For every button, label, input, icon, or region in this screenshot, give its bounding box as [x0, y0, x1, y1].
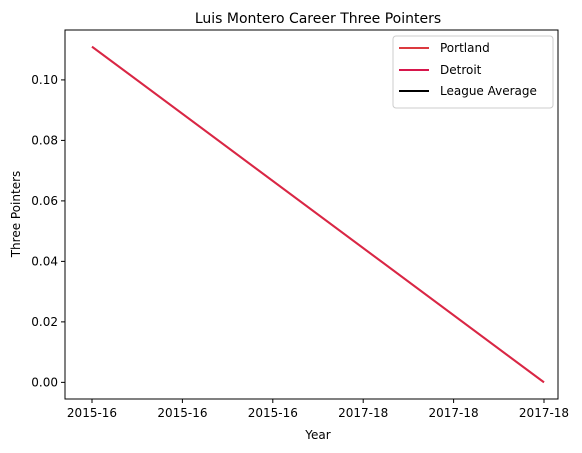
y-tick-label: 0.02: [31, 315, 58, 329]
x-tick-label: 2015-16: [248, 406, 298, 420]
x-tick-label: 2017-18: [519, 406, 569, 420]
series-line-detroit: [91, 45, 545, 384]
legend-label-detroit: Detroit: [440, 63, 482, 77]
x-tick-label: 2017-18: [338, 406, 388, 420]
series-layer: [91, 45, 545, 384]
y-axis-ticks: 0.00 0.02 0.04 0.06 0.08 0.10: [31, 73, 65, 389]
x-tick-label: 2015-16: [67, 406, 117, 420]
legend-label-portland: Portland: [440, 41, 490, 55]
x-tick-label: 2017-18: [429, 406, 479, 420]
y-tick-label: 0.04: [31, 254, 58, 268]
legend-label-league-average: League Average: [440, 84, 537, 98]
plot-frame: [64, 29, 559, 400]
y-tick-label: 0.06: [31, 194, 58, 208]
legend: Portland Detroit League Average: [392, 35, 554, 109]
y-tick-label: 0.00: [31, 375, 58, 389]
y-tick-label: 0.10: [31, 73, 58, 87]
chart-title: Luis Montero Career Three Pointers: [195, 11, 441, 27]
x-axis-ticks: 2015-16 2015-16 2015-16 2017-18 2017-18 2017-…: [67, 399, 569, 420]
legend-box: [392, 35, 554, 109]
y-axis-label: Three Pointers: [9, 171, 23, 259]
x-axis-label: Year: [304, 428, 330, 442]
x-tick-label: 2015-16: [157, 406, 207, 420]
y-tick-label: 0.08: [31, 133, 58, 147]
